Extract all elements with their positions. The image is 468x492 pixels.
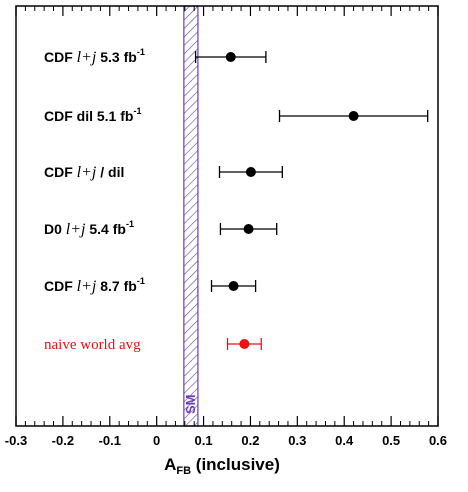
x-tick-label: 0.6	[429, 433, 447, 448]
plot-frame	[15, 5, 439, 427]
x-tick-label: 0.1	[195, 433, 213, 448]
category-label: CDF l+j / dil	[44, 164, 124, 181]
category-label-part: CDF	[44, 278, 77, 294]
data-point	[239, 339, 250, 349]
x-tick-label: 0	[153, 433, 160, 448]
x-tick-label: -0.1	[99, 433, 121, 448]
data-points	[194, 51, 429, 350]
data-point	[348, 111, 359, 121]
category-label-part: l+j	[77, 49, 97, 66]
category-label-part: naive world avg	[44, 337, 141, 353]
category-label-part: 5.4 fb	[85, 221, 125, 237]
category-label-part: l+j	[77, 164, 97, 181]
category-label-part: l+j	[77, 278, 97, 295]
category-label-superscript: -1	[137, 276, 145, 286]
category-label-part: CDF dil 5.1 fb	[44, 108, 133, 124]
data-point	[225, 52, 236, 62]
category-label-part: 5.3 fb	[96, 49, 136, 65]
category-label: CDF dil 5.1 fb-1	[44, 106, 141, 124]
category-label: CDF l+j 8.7 fb-1	[44, 276, 145, 295]
category-label-part: D0	[44, 221, 66, 237]
x-tick-label: -0.3	[5, 433, 27, 448]
x-tick-label: 0.2	[241, 433, 259, 448]
category-label-superscript: -1	[126, 219, 134, 229]
sm-band	[183, 5, 199, 427]
category-label-part: 8.7 fb	[96, 278, 136, 294]
category-label: CDF l+j 5.3 fb-1	[44, 47, 145, 66]
category-label: naive world avg	[44, 337, 141, 353]
sm-band-label: SM	[183, 395, 198, 415]
x-tick-label: 0.4	[335, 433, 354, 448]
category-label-part: CDF	[44, 164, 77, 180]
data-point	[245, 167, 256, 177]
x-tick-label: 0.3	[288, 433, 306, 448]
sm-band-layer: SM	[183, 5, 199, 427]
category-label-superscript: -1	[133, 106, 141, 116]
category-label-part: l+j	[66, 221, 86, 238]
category-label-part: / dil	[96, 164, 124, 180]
x-axis: -0.3 -0.2 -0.1 0 0.1 0.2 0.3 0.4 0.5 0.6	[5, 6, 447, 448]
x-tick-label: -0.2	[52, 433, 74, 448]
data-point	[243, 224, 254, 234]
data-point	[228, 281, 239, 291]
x-axis-title: AFB (inclusive)	[164, 455, 280, 477]
category-label-part: CDF	[44, 49, 77, 65]
category-label: D0 l+j 5.4 fb-1	[44, 219, 134, 238]
category-label-superscript: -1	[137, 47, 145, 57]
x-tick-label: 0.5	[382, 433, 400, 448]
